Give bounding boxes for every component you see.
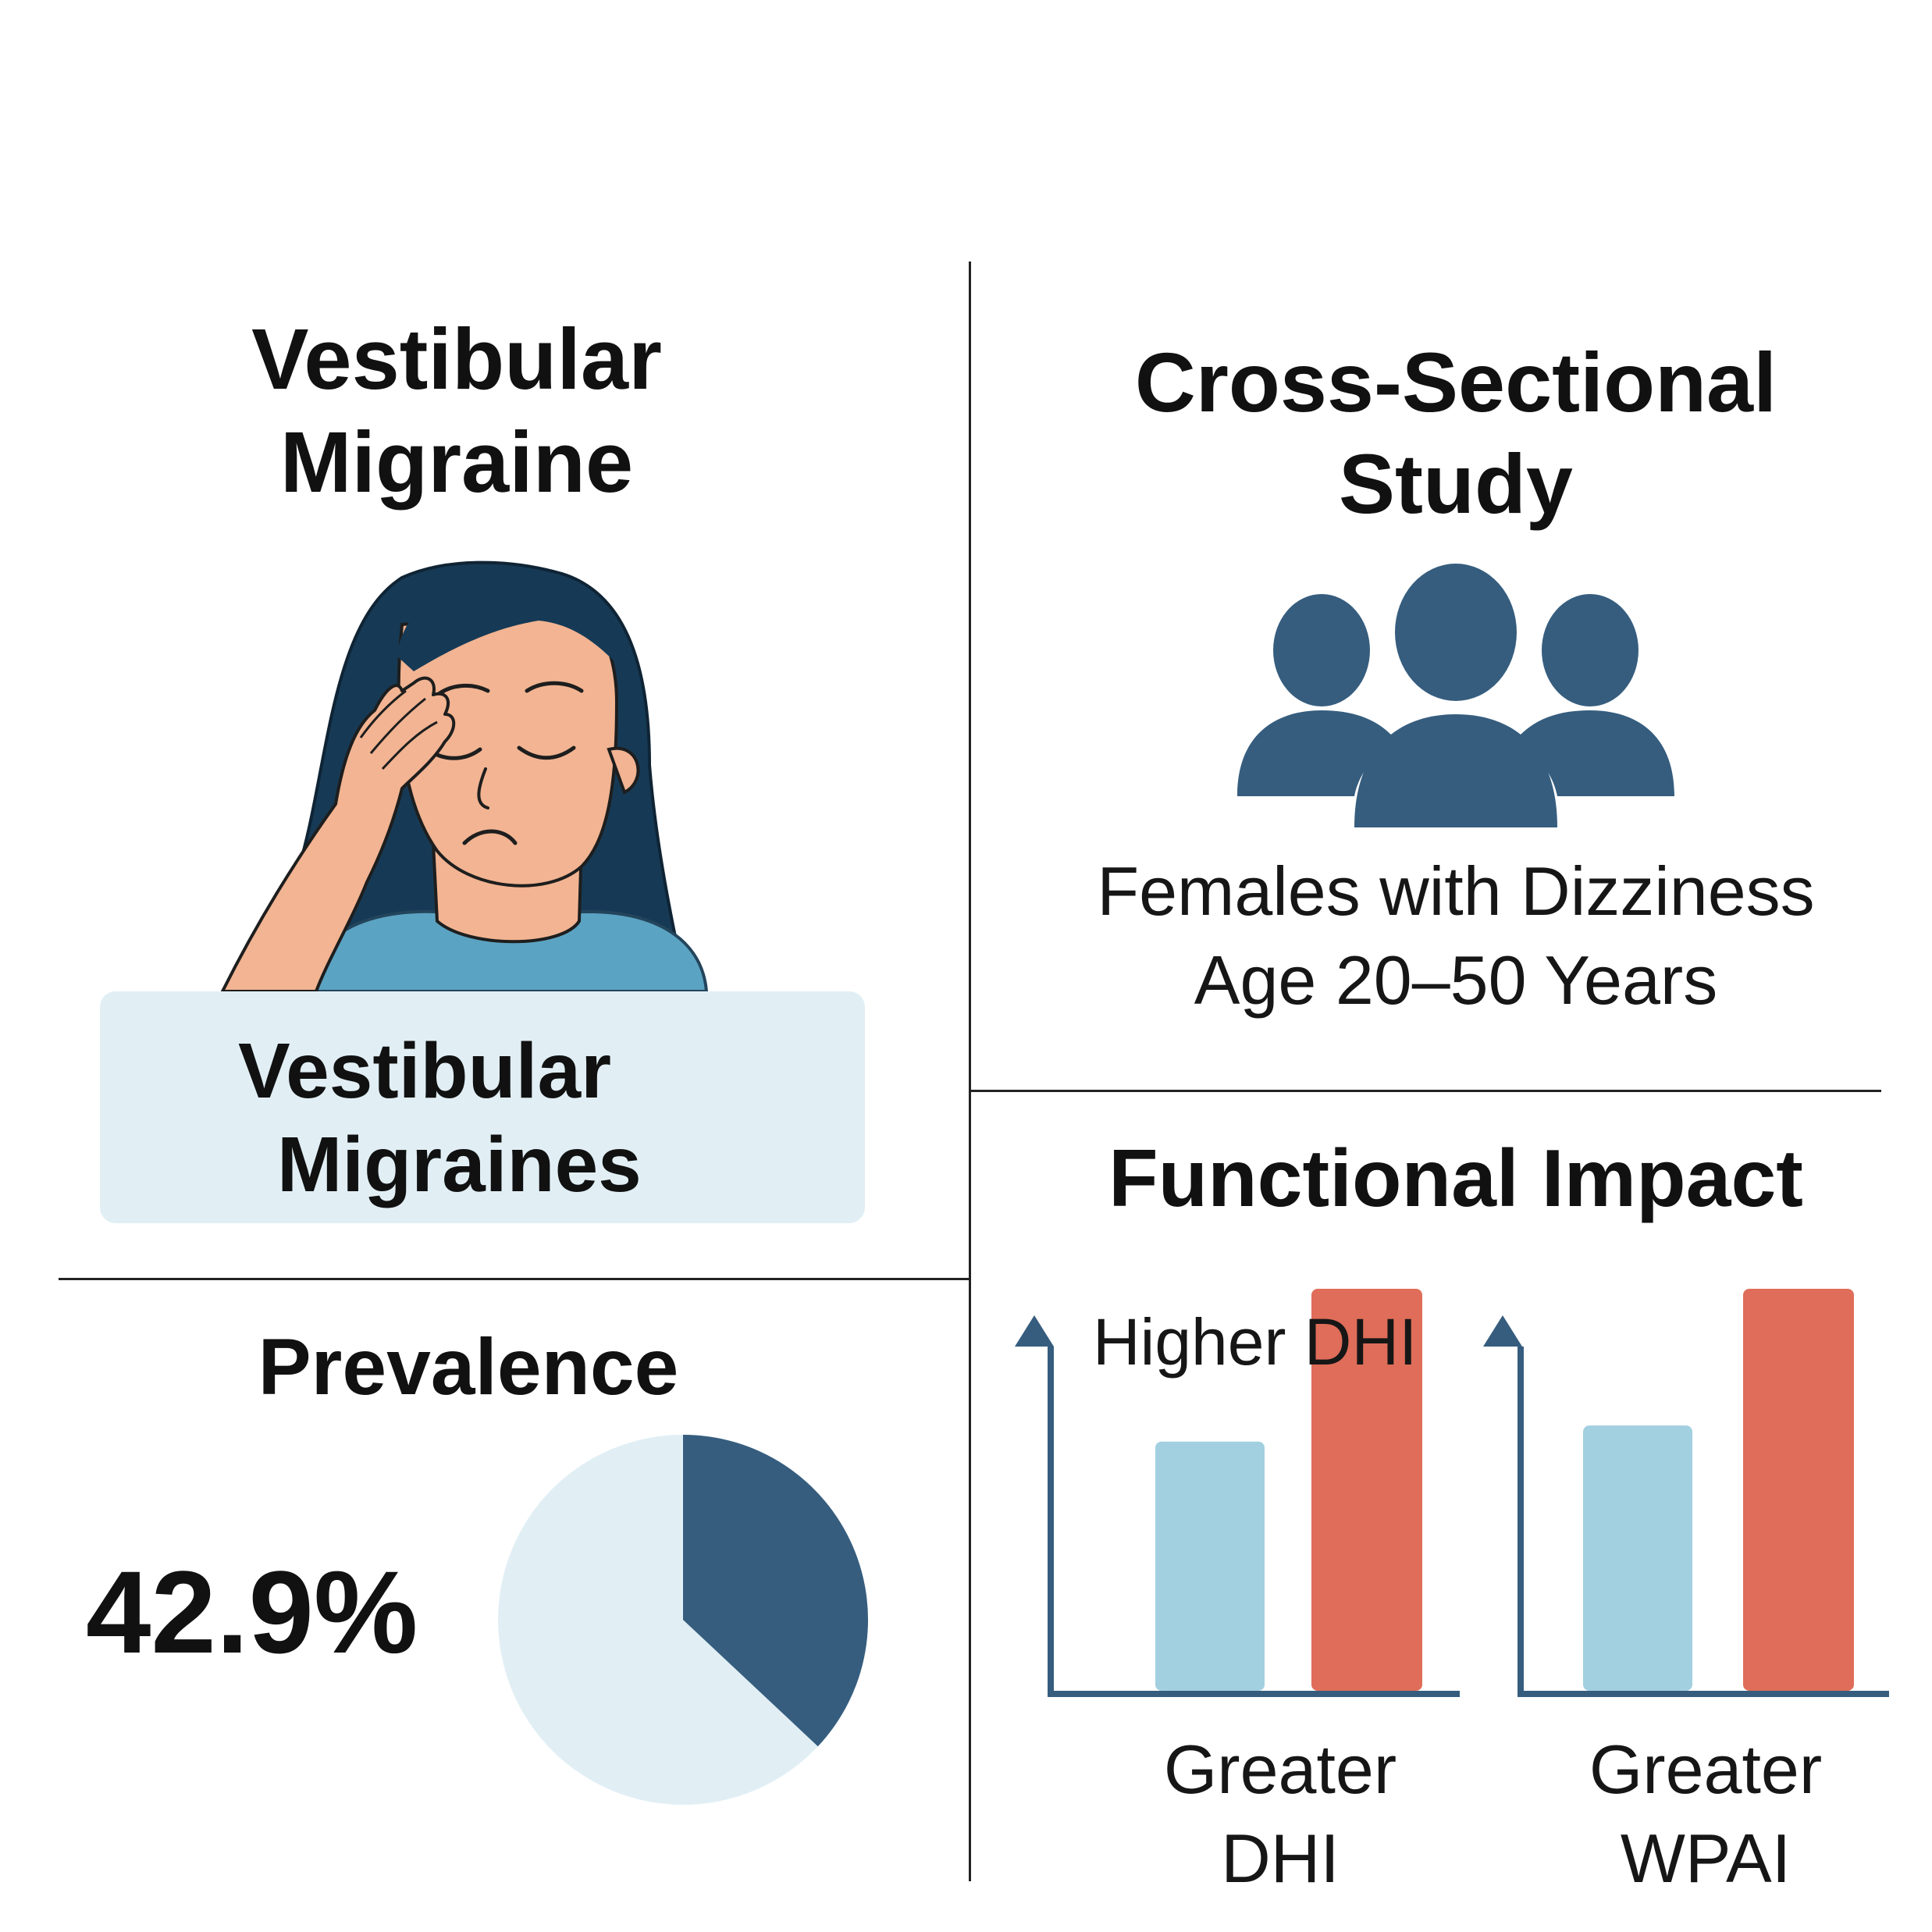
box-label-line-1: Vestibular [238, 1027, 611, 1115]
vertical-divider [969, 262, 971, 1881]
study-title-line-1: Cross-Sectional [1134, 335, 1777, 429]
study-title: Cross-Sectional Study [1015, 332, 1897, 534]
study-line-1: Females with Dizziness [1097, 852, 1815, 930]
chart-2-bar-vm [1743, 1289, 1854, 1691]
pie-slice-prevalence [683, 1435, 868, 1747]
box-label: Vestibular Migraines [203, 1024, 749, 1212]
prevalence-title: Prevalence [258, 1322, 679, 1411]
study-line-2: Age 20–50 Years [1194, 941, 1718, 1019]
vestibular-migraines-box [100, 991, 865, 1223]
title-line-1: Vestibular [251, 311, 662, 407]
chart-1-y-axis-arrow [1015, 1315, 1054, 1347]
title-line-2: Migraine [279, 415, 634, 511]
prevalence-value: 42.9% [86, 1546, 418, 1678]
people-group-icon [1237, 564, 1674, 827]
impact-axis-label: Higher DHI [1093, 1305, 1418, 1379]
chart-1-bar-baseline [1155, 1441, 1265, 1691]
right-horizontal-divider [971, 1090, 1881, 1092]
chart-1-bar-vm [1311, 1289, 1422, 1691]
study-population: Females with Dizziness Age 20–50 Years [1015, 847, 1897, 1026]
chart-2-y-axis-arrow [1483, 1315, 1522, 1347]
left-horizontal-divider [59, 1278, 969, 1280]
box-label-line-2: Migraines [277, 1121, 642, 1208]
chart-2-bar-baseline [1583, 1425, 1692, 1691]
study-title-line-2: Study [1338, 436, 1573, 531]
prevalence-pie-chart [498, 1435, 868, 1805]
chart-1-label: Greater DHI [1085, 1725, 1475, 1904]
chart-2-label-line-2: WPAI [1620, 1820, 1791, 1898]
impact-title: Functional Impact [1108, 1133, 1803, 1224]
chart-1-label-line-2: DHI [1221, 1820, 1340, 1898]
panel-title: Vestibular Migraine [125, 308, 788, 514]
chart-1-label-line-1: Greater [1163, 1731, 1397, 1808]
chart-2-label-line-1: Greater [1589, 1731, 1823, 1808]
chart-2-label: Greater WPAI [1510, 1725, 1901, 1904]
